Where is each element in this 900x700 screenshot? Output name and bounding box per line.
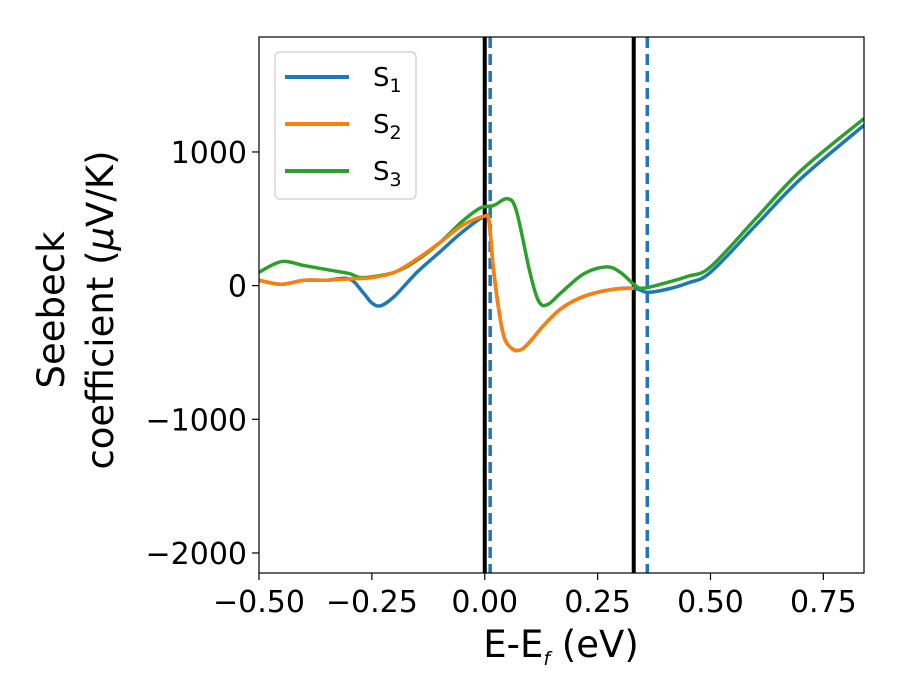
x-axis-ticks: −0.50 −0.25 0.00 0.25 0.50 0.75 [213,573,857,620]
series-lines [259,117,864,353]
legend-label-s2: S2 [373,110,402,144]
y-tick-label: −1000 [146,403,247,438]
x-tick-label: 0.00 [451,585,518,620]
series-line-s2 [259,213,634,353]
x-tick-label: 0.75 [790,585,857,620]
x-tick-label: 0.50 [677,585,744,620]
x-tick-label: 0.25 [564,585,631,620]
legend: S1 S2 S3 [274,51,417,200]
x-axis-label: E-Ef (eV) [483,623,639,670]
legend-label-s3: S3 [373,157,402,191]
y-tick-label: 0 [228,270,247,305]
y-axis-ticks: −2000 −1000 0 1000 [146,136,259,572]
y-tick-label: 1000 [171,136,247,171]
x-tick-label: −0.50 [213,585,305,620]
y-axis-label-line2: coefficient (μV/K) [79,150,122,469]
y-tick-label: −2000 [146,537,247,572]
legend-label-s1: S1 [373,63,402,97]
reference-lines [482,37,650,573]
plot-frame [258,36,865,574]
x-tick-label: −0.25 [326,585,418,620]
y-axis-label-line1: Seebeck [30,231,73,389]
